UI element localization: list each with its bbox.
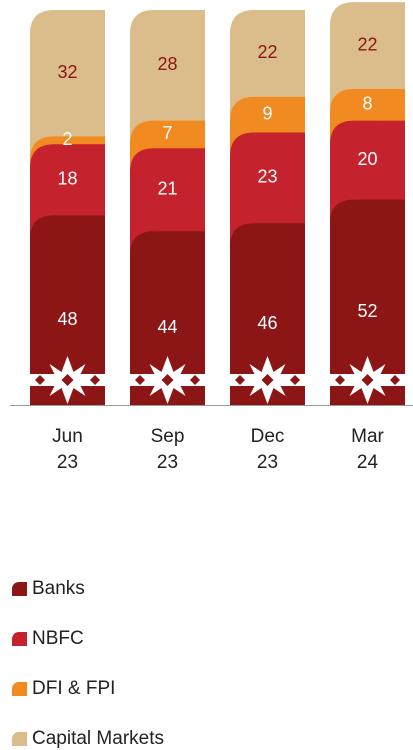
legend-swatch xyxy=(12,682,27,696)
x-tick-label: Jun 23 xyxy=(52,426,83,473)
bar-segment xyxy=(30,215,105,405)
motif-center xyxy=(361,374,374,386)
data-label: 21 xyxy=(157,178,177,198)
motif-center xyxy=(161,374,174,386)
data-label: 52 xyxy=(357,301,377,321)
data-label: 22 xyxy=(357,34,377,54)
motif-diamond xyxy=(90,375,100,385)
legend-item: Banks xyxy=(12,578,85,600)
motif-diamond xyxy=(390,375,400,385)
data-label: 18 xyxy=(57,169,77,189)
motif-center xyxy=(261,374,274,386)
legend-swatch xyxy=(12,632,27,646)
bar-segment xyxy=(330,199,405,405)
x-tick-label: Dec 23 xyxy=(250,426,285,473)
x-tick-label: Sep 23 xyxy=(150,426,185,473)
data-label: 48 xyxy=(57,309,77,329)
motif-diamond xyxy=(190,375,200,385)
legend-swatch xyxy=(12,582,27,596)
data-label: 23 xyxy=(257,167,277,187)
legend-label: NBFC xyxy=(32,628,84,649)
motif-diamond xyxy=(35,375,45,385)
legend-label: Capital Markets xyxy=(32,728,164,749)
chart: 48 18 2 32 44 21 7 28 46 23 9 22 52 20 8 22 xyxy=(10,2,413,406)
motif-diamond xyxy=(235,375,245,385)
data-label: 46 xyxy=(257,313,277,333)
legend-label: DFI & FPI xyxy=(32,678,116,699)
data-label: 2 xyxy=(62,129,72,149)
legend-item: Capital Markets xyxy=(12,728,164,750)
bar-segment xyxy=(230,223,305,405)
x-tick-label: Mar 24 xyxy=(351,426,384,473)
data-label: 20 xyxy=(357,149,377,169)
data-label: 9 xyxy=(262,103,272,123)
legend-item: NBFC xyxy=(12,628,84,650)
bar-segment xyxy=(130,231,205,405)
data-label: 7 xyxy=(162,123,172,143)
motif-diamond xyxy=(290,375,300,385)
legend-item: DFI & FPI xyxy=(12,678,115,700)
data-label: 8 xyxy=(362,94,372,114)
data-label: 44 xyxy=(157,317,177,337)
data-label: 28 xyxy=(157,54,177,74)
legend-swatch xyxy=(12,732,27,746)
data-label: 22 xyxy=(257,42,277,62)
motif-diamond xyxy=(335,375,345,385)
legend-label: Banks xyxy=(32,578,85,599)
data-label: 32 xyxy=(57,62,77,82)
motif-diamond xyxy=(135,375,145,385)
motif-center xyxy=(61,374,74,386)
